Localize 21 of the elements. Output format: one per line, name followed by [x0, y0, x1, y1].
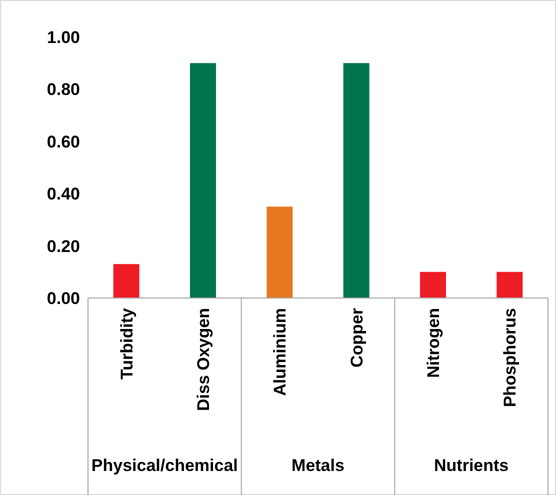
bar — [420, 272, 446, 298]
y-tick-label: 0.60 — [46, 132, 80, 152]
y-tick-label: 0.40 — [46, 184, 80, 204]
text: Physical/chemical — [91, 456, 238, 475]
y-tick-label: 1.00 — [46, 28, 80, 47]
bar — [496, 272, 523, 298]
x-tick-label: Turbidity — [117, 307, 136, 380]
bar — [266, 206, 293, 298]
x-tick-label: Copper — [347, 308, 366, 368]
x-tick-label: Aluminium — [270, 308, 290, 396]
y-tick-label: 0.80 — [46, 80, 80, 100]
bar — [113, 264, 140, 298]
x-tick-label: Nitrogen — [424, 308, 443, 378]
text: Metals — [292, 456, 344, 475]
y-tick-label: 0.20 — [46, 236, 80, 256]
text: Nutrients — [434, 456, 509, 475]
x-tick-label: Diss Oxygen — [194, 308, 213, 411]
bar — [343, 63, 370, 298]
x-tick-label: Phosphorus — [500, 308, 520, 408]
y-tick-label: 0.00 — [46, 288, 80, 308]
bar — [190, 63, 216, 298]
